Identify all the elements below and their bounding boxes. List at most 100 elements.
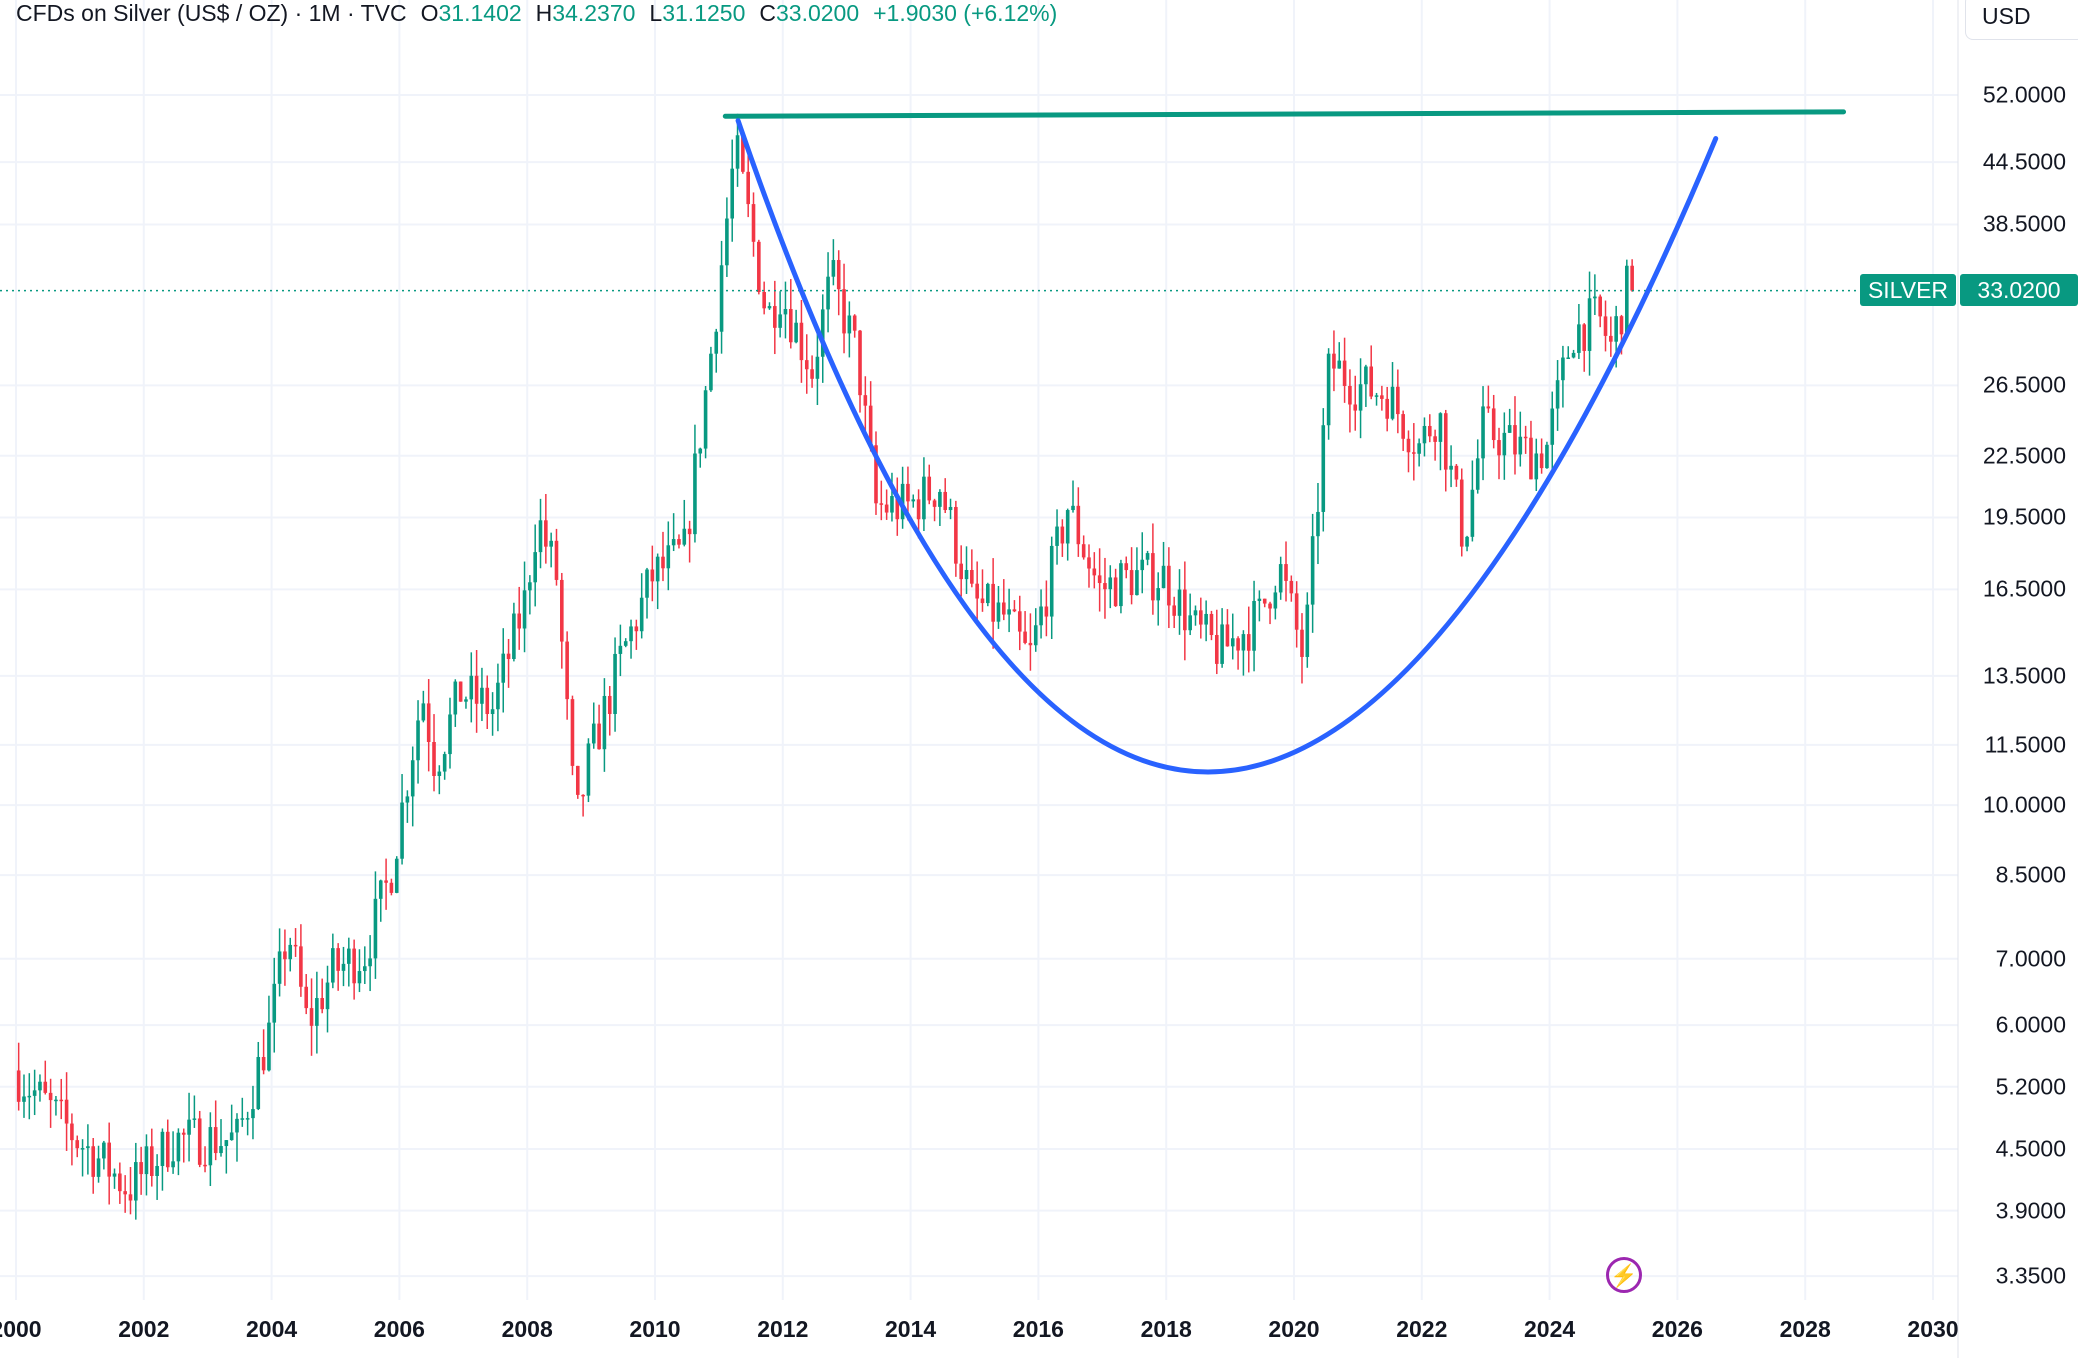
candle-body: [911, 499, 916, 502]
candle-body: [405, 796, 410, 803]
candle-body: [1108, 577, 1113, 590]
candle-body: [352, 948, 356, 984]
candle-body: [1172, 605, 1176, 616]
time-tick-label: 2002: [118, 1316, 170, 1342]
candle-body: [176, 1132, 181, 1162]
price-tick-label: 6.0000: [1995, 1011, 2066, 1038]
candle-body: [916, 499, 921, 520]
candle-body: [1502, 432, 1507, 456]
candle-body: [549, 540, 553, 547]
candle-body: [1001, 602, 1006, 615]
candle-body: [1390, 386, 1395, 419]
candle-body: [1438, 413, 1443, 442]
candle-body: [384, 880, 388, 883]
candle-body: [1534, 453, 1539, 480]
candle-body: [1491, 408, 1496, 441]
candle-body: [1454, 465, 1459, 480]
candle-body: [607, 695, 612, 715]
candle-body: [943, 491, 948, 511]
candle-body: [208, 1127, 213, 1166]
candle-body: [698, 448, 703, 454]
candle-body: [1603, 316, 1608, 336]
candle-body: [1433, 436, 1437, 442]
candle-body: [309, 1008, 314, 1026]
candle-body: [767, 306, 772, 309]
candle-body: [560, 579, 564, 642]
time-tick-label: 2026: [1651, 1316, 1703, 1342]
low-label: L: [649, 0, 663, 26]
candle-body: [1481, 406, 1485, 459]
candle-body: [1358, 384, 1363, 411]
candle-body: [261, 1056, 266, 1071]
candle-body: [480, 687, 484, 704]
candle-body: [1220, 624, 1224, 664]
candle-body: [922, 476, 926, 520]
price-tick-label: 4.5000: [1995, 1135, 2066, 1162]
candle-body: [1236, 638, 1240, 651]
time-tick-label: 2010: [629, 1316, 681, 1342]
candle-body: [879, 503, 884, 505]
candle-body: [70, 1123, 74, 1141]
candle-body: [160, 1131, 165, 1166]
grid-lines: [0, 0, 1958, 1300]
candle-body: [1044, 606, 1049, 617]
candle-body: [762, 291, 766, 309]
candle-body: [1140, 559, 1145, 571]
candle-body: [522, 590, 527, 629]
candle-body: [1555, 380, 1560, 409]
candle-body: [1284, 564, 1288, 581]
candle-body: [906, 483, 910, 502]
candle-body: [639, 597, 644, 632]
price-tick-label: 19.5000: [1982, 503, 2066, 530]
candle-body: [1119, 563, 1123, 607]
candle-body: [1156, 588, 1161, 601]
candle-body: [357, 971, 362, 984]
candle-body: [890, 496, 894, 513]
candle-body: [1364, 366, 1368, 385]
candle-body: [581, 794, 585, 797]
candle-body: [240, 1118, 245, 1120]
price-tick-label: 52.0000: [1982, 81, 2066, 108]
candle-body: [613, 653, 617, 715]
candle-body: [1316, 511, 1320, 537]
candle-body: [1412, 452, 1416, 454]
open-value: 31.1402: [438, 0, 522, 26]
candle-body: [1406, 438, 1411, 453]
candle-body: [1385, 398, 1389, 419]
candle-body: [948, 506, 953, 511]
candle-body: [1571, 352, 1576, 358]
candle-body: [118, 1173, 122, 1192]
candle-body: [485, 687, 490, 715]
candle-body: [75, 1140, 80, 1149]
candle-body: [682, 528, 687, 545]
cup-curve[interactable]: [735, 118, 1719, 775]
candle-body: [267, 1022, 271, 1071]
currency-button[interactable]: USD: [1965, 0, 2078, 40]
candle-body: [165, 1131, 170, 1168]
candle-body: [501, 653, 506, 683]
candle-body: [666, 545, 671, 569]
candle-body: [645, 569, 649, 598]
candle-body: [932, 500, 937, 507]
candle-body: [96, 1158, 101, 1177]
candle-body: [980, 598, 985, 604]
candle-body: [996, 602, 1001, 622]
candle-body: [213, 1127, 218, 1154]
price-tick-label: 8.5000: [1995, 861, 2066, 888]
time-tick-label: 2018: [1140, 1316, 1192, 1342]
candle-body: [815, 356, 820, 379]
candle-body: [773, 306, 777, 328]
candle-body: [1012, 609, 1017, 612]
candle-body: [868, 405, 873, 446]
resistance-line[interactable]: [722, 109, 1847, 119]
candle-body: [1470, 489, 1475, 537]
time-tick-label: 2030: [1907, 1316, 1959, 1342]
candle-body: [1401, 414, 1405, 439]
candle-body: [325, 982, 330, 1010]
candle-body: [927, 476, 932, 501]
lightning-icon[interactable]: ⚡: [1606, 1257, 1642, 1293]
high-value: 34.2370: [552, 0, 636, 26]
candle-body: [538, 520, 543, 553]
candle-body: [1097, 575, 1102, 584]
